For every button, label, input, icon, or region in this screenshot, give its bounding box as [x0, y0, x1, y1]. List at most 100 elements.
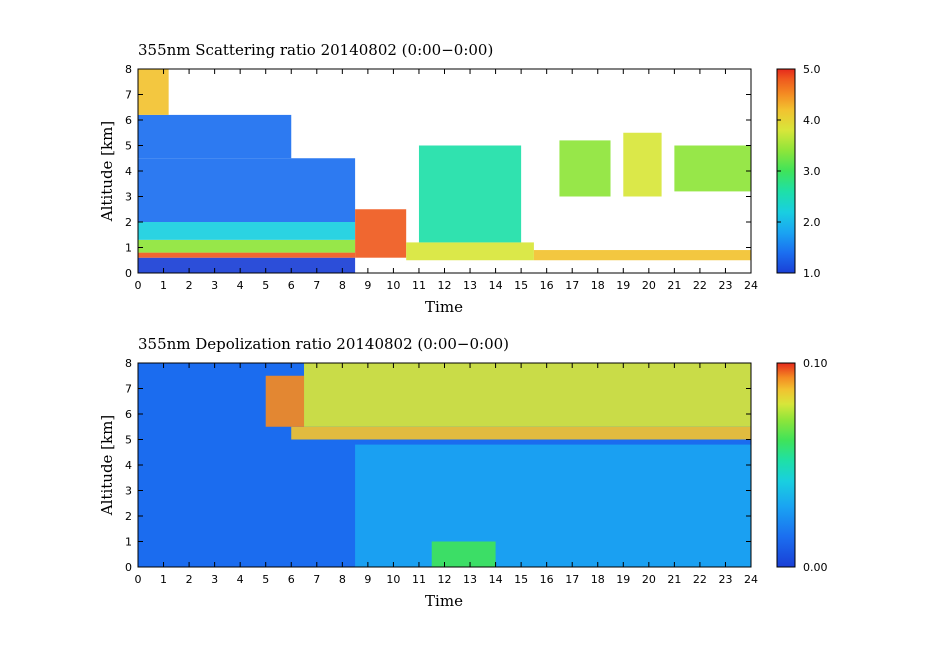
y-tick-label: 8 — [125, 63, 132, 76]
heatmap-cell — [533, 250, 751, 261]
y-tick-label: 2 — [125, 510, 132, 523]
depolarization-ratio-panel: 355nm Depolization ratio 20140802 (0:00−… — [98, 335, 828, 610]
x-tick-label: 1 — [160, 573, 167, 586]
heatmap-cell — [138, 222, 356, 240]
y-tick-label: 3 — [125, 191, 132, 204]
x-tick-label: 23 — [718, 573, 732, 586]
heatmap-cell — [431, 541, 496, 567]
x-axis-label: Time — [425, 592, 463, 610]
heatmap-cell — [138, 114, 292, 159]
x-tick-label: 11 — [412, 279, 426, 292]
y-tick-label: 1 — [125, 536, 132, 549]
x-tick-label: 18 — [591, 279, 605, 292]
x-tick-label: 15 — [514, 279, 528, 292]
x-tick-label: 11 — [412, 573, 426, 586]
heatmap-cell — [559, 140, 611, 197]
x-tick-label: 12 — [438, 279, 452, 292]
colorbar-tick-label: 4.0 — [803, 114, 821, 127]
y-axis-label: Altitude [km] — [98, 415, 116, 516]
x-tick-label: 8 — [339, 279, 346, 292]
heatmap-cell — [138, 257, 356, 273]
colorbar-tick-label: 5.0 — [803, 63, 821, 76]
heatmap-cell — [355, 444, 751, 567]
x-tick-label: 7 — [313, 573, 320, 586]
colorbar-frame — [776, 362, 796, 568]
heatmap-cell — [623, 132, 662, 197]
colorbar — [777, 363, 795, 567]
x-tick-label: 20 — [642, 573, 656, 586]
plot-area — [138, 69, 751, 273]
x-axis: 0 1 2 3 4 5 6 7 8 9 10 11 12 13 14 15 16 17 18 19 20 21 22 23 24 — [135, 363, 758, 586]
x-tick-label: 17 — [565, 573, 579, 586]
x-tick-label: 5 — [262, 279, 269, 292]
y-tick-label: 4 — [125, 459, 132, 472]
colorbar-tick-label: 3.0 — [803, 165, 821, 178]
colorbar-tick-label: 0.10 — [803, 357, 828, 370]
y-tick-label: 8 — [125, 357, 132, 370]
y-tick-label: 1 — [125, 242, 132, 255]
x-tick-label: 16 — [540, 279, 554, 292]
y-tick-label: 7 — [125, 383, 132, 396]
y-tick-label: 7 — [125, 89, 132, 102]
plot-area — [138, 363, 751, 567]
x-tick-label: 3 — [211, 573, 218, 586]
colorbar-tick-label: 1.0 — [803, 267, 821, 280]
x-tick-label: 0 — [135, 279, 142, 292]
x-tick-label: 17 — [565, 279, 579, 292]
heatmap-cell — [291, 426, 751, 440]
y-tick-label: 6 — [125, 114, 132, 127]
x-tick-label: 14 — [489, 573, 503, 586]
heatmap-cell — [418, 145, 522, 243]
x-axis-label: Time — [425, 298, 463, 316]
x-tick-label: 22 — [693, 279, 707, 292]
x-tick-label: 0 — [135, 573, 142, 586]
x-tick-label: 19 — [616, 279, 630, 292]
x-tick-label: 10 — [386, 573, 400, 586]
y-axis-label: Altitude [km] — [98, 121, 116, 222]
x-tick-label: 23 — [718, 279, 732, 292]
x-tick-label: 12 — [438, 573, 452, 586]
x-tick-label: 21 — [667, 573, 681, 586]
x-tick-label: 15 — [514, 573, 528, 586]
x-tick-label: 18 — [591, 573, 605, 586]
x-tick-label: 14 — [489, 279, 503, 292]
colorbar-ticks: 0.00 0.10 — [777, 357, 828, 574]
colorbar-tick-label: 0.00 — [803, 561, 828, 574]
y-tick-label: 5 — [125, 140, 132, 153]
y-tick-label: 0 — [125, 267, 132, 280]
y-tick-label: 5 — [125, 434, 132, 447]
y-tick-label: 3 — [125, 485, 132, 498]
heatmap-cell — [138, 69, 169, 115]
heatmap-cell — [355, 209, 407, 258]
colorbar-ticks: 1.0 2.0 3.0 4.0 5.0 — [777, 63, 821, 280]
y-axis: 0 1 2 3 4 5 6 7 8 — [125, 357, 751, 574]
x-tick-label: 9 — [364, 279, 371, 292]
x-tick-label: 13 — [463, 573, 477, 586]
x-tick-label: 3 — [211, 279, 218, 292]
x-tick-label: 6 — [288, 279, 295, 292]
y-tick-label: 2 — [125, 216, 132, 229]
x-tick-label: 2 — [186, 279, 193, 292]
x-tick-label: 13 — [463, 279, 477, 292]
x-tick-label: 10 — [386, 279, 400, 292]
x-tick-label: 9 — [364, 573, 371, 586]
heatmap-cell — [406, 242, 534, 261]
x-tick-label: 6 — [288, 573, 295, 586]
heatmap-cell — [138, 239, 356, 253]
x-tick-label: 8 — [339, 573, 346, 586]
x-tick-label: 5 — [262, 573, 269, 586]
x-tick-label: 4 — [237, 279, 244, 292]
colorbar-tick-label: 2.0 — [803, 216, 821, 229]
x-axis: 0 1 2 3 4 5 6 7 8 9 10 11 12 13 14 15 16 17 18 19 20 21 22 23 24 — [135, 69, 758, 292]
y-tick-label: 4 — [125, 165, 132, 178]
x-tick-label: 20 — [642, 279, 656, 292]
x-tick-label: 16 — [540, 573, 554, 586]
colorbar — [777, 69, 795, 273]
x-tick-label: 22 — [693, 573, 707, 586]
x-tick-label: 7 — [313, 279, 320, 292]
heatmap-cell — [138, 158, 356, 222]
heatmap-cell — [138, 252, 356, 258]
x-tick-label: 19 — [616, 573, 630, 586]
heatmap-cell — [674, 145, 751, 192]
